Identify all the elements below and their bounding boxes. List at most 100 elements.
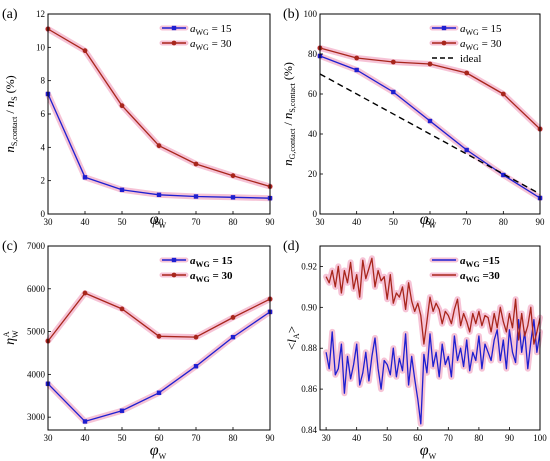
legend-entry: aWG = 15 [159,255,233,269]
x-tick-label: 40 [352,433,362,443]
x-tick-label: 90 [266,433,276,443]
data-point [390,59,396,65]
data-point [427,61,433,67]
x-tick-label: 40 [352,217,362,227]
x-tick-label: 50 [118,433,128,443]
data-point [427,118,433,124]
data-point [82,290,88,296]
panel-b: 30 40 50 60 70 80 90 0 20 40 60 80 100 (b) φW nG,contac… [280,7,545,230]
x-axis-label: φW [420,211,437,230]
x-tick-label: 50 [383,433,393,443]
y-tick-label: 8 [41,76,46,86]
data-point [354,67,359,73]
x-tick-label: 90 [505,433,515,443]
y-axis-label: nG,contact / nS,contact (%) [280,62,297,166]
legend-entry: aWG = 30 [159,270,233,284]
legend-entry: aWG = 30 [159,38,232,52]
series-line-30 [325,257,541,345]
data-point [119,408,125,413]
x-tick-label: 50 [389,217,399,227]
series-shadow [317,45,543,132]
x-tick-label: 80 [474,433,484,443]
data-point [230,173,236,179]
legend-entry: aWG = 15 [429,23,502,37]
x-tick-label: 80 [499,217,509,227]
legend-marker [441,40,447,46]
legend-label: aWG = 30 [460,38,502,52]
x-tick-label: 30 [316,217,326,227]
legend-label: aWG = 15 [190,23,232,37]
data-point [156,333,162,339]
series-line-15 [47,311,271,423]
data-point [230,315,236,320]
y-tick-label: 0.88 [301,343,317,353]
x-tick-label: 60 [155,217,165,227]
panel-label: (a) [2,7,18,22]
x-tick-label: 80 [229,217,239,227]
legend-marker [171,40,177,46]
y-tick-label: 3000 [27,412,46,422]
legend-entry: ideal [432,53,481,65]
y-tick-label: 40 [308,129,318,139]
y-tick-label: 0 [313,209,318,219]
panel-a: 30 40 50 60 70 80 90 0 2 4 6 8 10 12 (a) φW nS,contact /… [2,7,275,230]
panel-label: (d) [283,239,300,254]
x-axis-label: φW [150,211,167,230]
panel-label: (b) [283,7,300,22]
data-point [354,55,360,61]
legend-entry: aWG = 30 [429,38,502,52]
y-tick-label: 10 [36,42,46,52]
data-point [193,194,199,199]
plot-frame [319,245,541,431]
y-axis-label: <lA> [284,326,301,350]
y-axis-label: ηWA [2,330,20,345]
series-line-30 [319,47,541,130]
legend-entry: aWG = 15 [159,23,232,37]
data-point [500,91,506,97]
x-tick-label: 90 [266,217,276,227]
panel-d: 30 40 50 60 70 80 90 100 0.84 0.86 0.88 0.90 0.92(d)… [283,239,547,461]
series-line-15 [325,318,541,425]
legend-label: ideal [460,53,481,65]
x-tick-label: 50 [118,217,128,227]
x-tick-label: 30 [322,433,332,443]
legend-marker [441,25,447,31]
y-tick-label: 20 [308,169,318,179]
panel-c: 30 40 50 60 70 80 90 3000 4000 5000 6000 7000 (c) φW η… [2,239,275,461]
y-tick-label: 80 [308,49,318,59]
data-point [82,175,88,180]
data-point [193,161,199,167]
series-shadow [45,308,273,425]
y-tick-label: 0.84 [301,425,317,435]
y-tick-label: 0.92 [301,261,317,271]
y-axis-label: nS,contact / nS (%) [2,75,19,152]
legend-label: aWG =15 [460,255,500,269]
series-line-ideal [319,73,541,195]
legend-label: aWG = 30 [190,270,233,284]
y-tick-label: 7000 [27,241,46,251]
data-point [119,187,125,193]
legend-marker [171,25,177,31]
y-tick-label: 100 [304,9,318,19]
legend-label: aWG = 15 [460,23,502,37]
data-point [230,195,236,200]
y-tick-label: 12 [36,9,45,19]
y-tick-label: 5000 [27,327,46,337]
x-tick-label: 70 [444,433,454,443]
y-tick-label: 6 [41,109,46,119]
data-point [82,48,88,54]
legend-entry: aWG =15 [429,255,500,269]
legend-label: aWG =30 [460,270,500,284]
y-tick-label: 2 [41,176,46,186]
x-tick-label: 40 [81,433,91,443]
data-point [501,172,506,178]
data-point [82,419,88,424]
x-tick-label: 70 [192,217,202,227]
y-tick-label: 4 [41,142,46,152]
y-tick-label: 6000 [27,284,46,294]
data-point [119,306,125,312]
data-point [391,89,396,95]
y-tick-label: 60 [308,89,318,99]
plot-frame [47,13,271,215]
